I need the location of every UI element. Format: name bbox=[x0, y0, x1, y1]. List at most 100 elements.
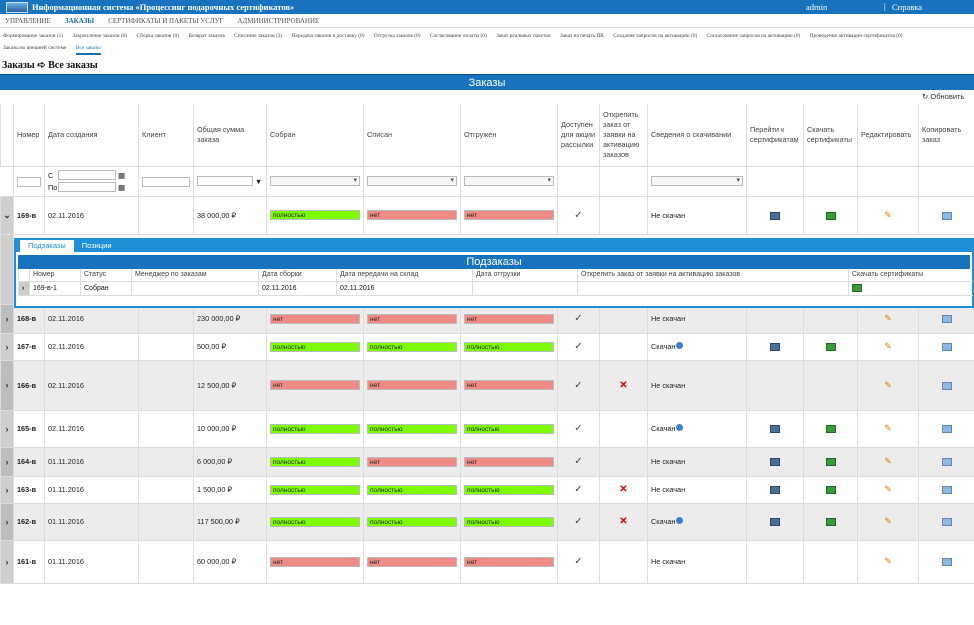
client-filter-input[interactable] bbox=[142, 176, 190, 187]
calendar-icon[interactable]: ▦ bbox=[118, 170, 125, 180]
menu-item-certificates[interactable]: Сертификаты и пакеты услуг bbox=[108, 16, 224, 25]
edit-pencil-icon[interactable]: ✎ bbox=[884, 423, 892, 433]
expand-arrow-icon[interactable]: › bbox=[0, 333, 14, 361]
order-row[interactable]: › 161-в 01.11.2016 60 000,00 ₽ нет нет нет ✓ Не … bbox=[0, 540, 974, 584]
expand-arrow-icon[interactable]: › bbox=[18, 281, 30, 296]
order-row[interactable]: › 163-в 01.11.2016 1 500,00 ₽ полностью полно… bbox=[0, 476, 974, 504]
col-header[interactable]: Доступен для акции рассылки bbox=[557, 104, 600, 167]
collapse-arrow-icon[interactable]: ⌄ bbox=[0, 196, 14, 235]
expand-arrow-icon[interactable]: › bbox=[0, 447, 14, 477]
order-row[interactable]: › 162-в 01.11.2016 117 500,00 ₽ полностью пол… bbox=[0, 503, 974, 541]
submenu-item[interactable]: Создание запросов на активацию (0) bbox=[613, 33, 698, 39]
edit-pencil-icon[interactable]: ✎ bbox=[884, 484, 892, 494]
copy-order-icon[interactable] bbox=[941, 425, 952, 434]
order-row[interactable]: › 164-в 01.11.2016 6 000,00 ₽ полностью нет не… bbox=[0, 447, 974, 477]
col-header[interactable]: Сведения о скачивании bbox=[647, 104, 747, 167]
col-header[interactable]: Списан bbox=[363, 104, 461, 167]
assembled-filter-select[interactable] bbox=[270, 176, 360, 186]
copy-order-icon[interactable] bbox=[941, 343, 952, 352]
menu-item-orders[interactable]: Заказы bbox=[64, 16, 95, 25]
col-header[interactable]: Номер bbox=[13, 104, 45, 167]
calendar-icon[interactable]: ▦ bbox=[118, 182, 125, 192]
detach-cross-icon[interactable]: ✕ bbox=[619, 379, 628, 391]
col-header[interactable]: Отгружен bbox=[460, 104, 558, 167]
col-header[interactable]: Открепить заказ от заявки на активацию з… bbox=[599, 104, 648, 167]
info-globe-icon[interactable] bbox=[676, 517, 684, 524]
copy-order-icon[interactable] bbox=[941, 211, 952, 220]
edit-pencil-icon[interactable]: ✎ bbox=[884, 379, 892, 390]
suborder-row[interactable]: › 169-в-1 Собран 02.11.2016 02.11.2016 bbox=[18, 281, 973, 296]
submenu-item-all-orders[interactable]: Все заказы bbox=[75, 44, 101, 55]
date-to-input[interactable] bbox=[58, 182, 116, 192]
tab-positions[interactable]: Позиции bbox=[81, 241, 112, 250]
edit-pencil-icon[interactable]: ✎ bbox=[884, 556, 892, 566]
submenu-item[interactable]: Сборка заказов (0) bbox=[136, 33, 179, 39]
download-certificates-icon[interactable] bbox=[825, 486, 836, 495]
download-certificates-icon[interactable] bbox=[825, 211, 836, 220]
menu-item-administration[interactable]: Администрирование bbox=[237, 16, 320, 25]
download-certificates-icon[interactable] bbox=[852, 284, 862, 292]
tab-suborders[interactable]: Подзаказы bbox=[20, 240, 74, 252]
col-header[interactable]: Перейти к сертификатам bbox=[746, 104, 804, 167]
sub-col-header[interactable]: Открепить заказ от заявки на активацию з… bbox=[577, 269, 849, 282]
info-globe-icon[interactable] bbox=[676, 424, 684, 431]
menu-item-management[interactable]: Управление bbox=[5, 16, 51, 25]
order-row[interactable]: › 166-в 02.11.2016 12 500,00 ₽ нет нет нет ✓ ✕ Не… bbox=[0, 360, 974, 411]
sub-col-header[interactable]: Дата сборки bbox=[258, 269, 337, 282]
submenu-item[interactable]: Списание заказов (3) bbox=[234, 33, 283, 39]
number-filter-input[interactable] bbox=[17, 176, 41, 187]
refresh-button[interactable]: ↻ Обновить bbox=[922, 92, 964, 101]
download-certificates-icon[interactable] bbox=[825, 458, 836, 467]
download-filter-select[interactable] bbox=[651, 176, 743, 186]
sub-col-header[interactable]: Скачать сертификаты bbox=[848, 269, 973, 282]
expand-arrow-icon[interactable]: › bbox=[0, 503, 14, 541]
submenu-item[interactable]: Заказы во внешней системе bbox=[3, 45, 67, 51]
submenu-item[interactable]: Заказ на печать ПК bbox=[560, 33, 604, 39]
expand-arrow-icon[interactable]: › bbox=[0, 476, 14, 504]
certificates-icon[interactable] bbox=[770, 211, 780, 220]
edit-pencil-icon[interactable]: ✎ bbox=[884, 209, 892, 220]
filter-icon[interactable]: ▼ bbox=[255, 176, 263, 186]
order-row[interactable]: › 165-в 02.11.2016 10 000,00 ₽ полностью полн… bbox=[0, 410, 974, 448]
copy-order-icon[interactable] bbox=[941, 558, 952, 567]
download-certificates-icon[interactable] bbox=[825, 425, 836, 434]
edit-pencil-icon[interactable]: ✎ bbox=[884, 313, 892, 323]
submenu-item[interactable]: Согласование оплаты (0) bbox=[429, 33, 487, 39]
submenu-item[interactable]: Возврат заказов bbox=[188, 33, 225, 39]
date-from-input[interactable] bbox=[58, 170, 116, 180]
help-link[interactable]: Справка bbox=[892, 2, 923, 12]
certificates-icon[interactable] bbox=[770, 343, 780, 352]
detach-cross-icon[interactable]: ✕ bbox=[619, 516, 628, 527]
detach-cross-icon[interactable]: ✕ bbox=[619, 484, 628, 495]
edit-pencil-icon[interactable]: ✎ bbox=[884, 456, 892, 466]
copy-order-icon[interactable] bbox=[941, 518, 952, 527]
submenu-item[interactable]: Передача заказов в доставку (0) bbox=[291, 33, 365, 39]
info-globe-icon[interactable] bbox=[676, 342, 684, 349]
sub-col-header[interactable]: Номер bbox=[29, 269, 81, 282]
download-certificates-icon[interactable] bbox=[825, 343, 836, 352]
col-header[interactable]: Скачать сертификаты bbox=[803, 104, 858, 167]
col-header[interactable]: Собран bbox=[266, 104, 364, 167]
certificates-icon[interactable] bbox=[770, 518, 780, 527]
certificates-icon[interactable] bbox=[770, 425, 780, 434]
edit-pencil-icon[interactable]: ✎ bbox=[884, 341, 892, 351]
expand-arrow-icon[interactable]: › bbox=[0, 304, 14, 334]
order-row[interactable]: ⌄ 169-в 02.11.2016 38 000,00 ₽ полностью нет н… bbox=[0, 196, 974, 235]
sub-col-header[interactable]: Менеджер по заказам bbox=[131, 269, 259, 282]
written-filter-select[interactable] bbox=[367, 176, 457, 186]
certificates-icon[interactable] bbox=[770, 458, 780, 467]
copy-order-icon[interactable] bbox=[941, 486, 952, 495]
certificates-icon[interactable] bbox=[770, 486, 780, 495]
download-certificates-icon[interactable] bbox=[825, 518, 836, 527]
copy-order-icon[interactable] bbox=[941, 315, 952, 324]
shipped-filter-select[interactable] bbox=[464, 176, 554, 186]
col-header[interactable]: Копировать заказ bbox=[918, 104, 974, 167]
user-name-link[interactable]: admin bbox=[806, 2, 828, 12]
submenu-item[interactable]: Отгрузка заказов (0) bbox=[373, 33, 421, 39]
sum-filter-input[interactable] bbox=[197, 176, 253, 186]
submenu-item[interactable]: Закрепление заказов (0) bbox=[72, 33, 128, 39]
expand-arrow-icon[interactable]: › bbox=[0, 410, 14, 448]
sub-col-header[interactable]: Дата отгрузки bbox=[472, 269, 578, 282]
submenu-item[interactable]: Согласование запросов на активацию (0) bbox=[706, 33, 801, 39]
col-header[interactable]: Клиент bbox=[138, 104, 194, 167]
